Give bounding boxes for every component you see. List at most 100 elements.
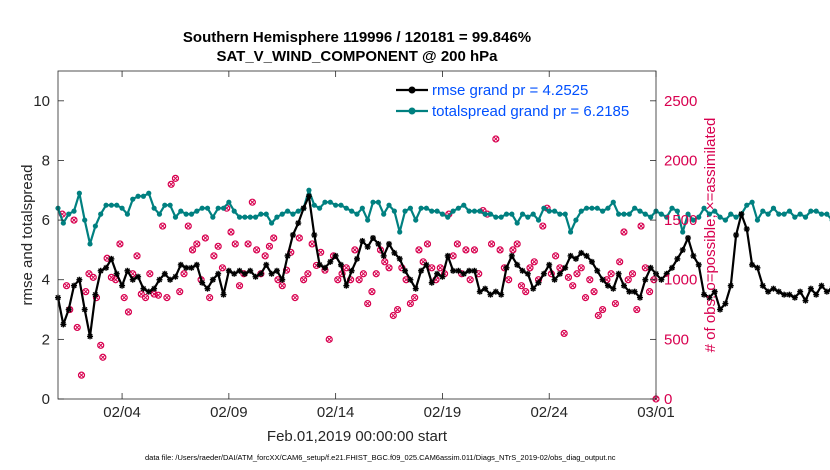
star-stroke [391,250,398,256]
obs-possible-marker [470,246,479,254]
obs-possible-marker [355,276,363,284]
spread-point [616,211,622,217]
star-stroke [690,253,697,259]
y-tick-label: 8 [42,152,50,169]
spread-point [418,205,424,211]
obs-assimilated-marker [625,277,631,283]
rmse-point [380,252,387,259]
star-stroke [615,271,622,277]
rmse-point [343,282,350,289]
star-stroke [375,241,382,247]
rmse-point [482,285,489,292]
rmse-point [722,300,729,307]
spread-point [482,211,488,217]
obs-possible-marker [227,228,235,236]
star-stroke [583,253,590,259]
rmse-point [791,294,798,301]
spread-point [338,202,344,208]
y-tick-label: 6 [42,212,50,229]
rmse-point [124,267,131,274]
obs-assimilated-marker [578,265,584,271]
spread-point [519,211,526,217]
spread-point [124,211,131,217]
obs-possible-marker [509,246,517,254]
obs-count-point [628,270,637,278]
obs-assimilated-marker [540,223,546,229]
obs-count-point [522,288,530,296]
spread-point [290,211,296,217]
obs-possible-marker [633,305,641,314]
footer-datafile: data file: /Users/raeder/DAI/ATM_forcXX/… [145,453,616,462]
obs-possible-marker [120,294,128,302]
obs-count-point [159,222,167,230]
star-stroke [813,291,819,298]
rmse-point [354,255,360,262]
star-stroke [610,285,616,292]
obs-possible-marker [530,258,538,266]
star-stroke [594,268,600,274]
obs-possible-marker [359,270,368,278]
spread-point [306,187,312,193]
spread-point [82,217,88,223]
spread-point [509,211,515,217]
obs-assimilated-marker [266,243,272,249]
obs-possible-marker [624,276,632,284]
obs-possible-marker [270,234,278,242]
obs-possible-marker [411,294,419,302]
star-stroke [530,285,536,292]
obs-count-point [62,282,71,290]
star-stroke [82,306,88,313]
y2-axis-label: # of obs: o=possible; ×=assimilated [702,118,719,353]
obs-count-point [411,294,419,302]
spread-point [327,199,333,205]
spread-point [279,211,285,217]
obs-possible-marker [342,264,350,272]
obs-count-point [154,291,162,299]
obs-possible-marker [253,246,261,254]
obs-assimilated-marker [215,243,221,249]
rmse-point [193,261,200,268]
rmse-point [695,261,702,268]
y-tick-label: 10 [33,93,50,110]
rmse-point [663,270,670,277]
rmse-point [727,282,734,289]
obs-count-point [77,371,86,379]
obs-count-point [188,246,197,254]
spread-point [514,220,520,226]
obs-assimilated-marker [151,291,157,297]
star-stroke [562,265,568,271]
star-stroke [738,211,745,217]
obs-assimilated-marker [608,271,614,277]
star-stroke [332,253,339,259]
star-stroke [567,253,574,259]
obs-assimilated-marker [416,247,422,253]
rmse-point [364,243,371,250]
spread-point [589,205,595,211]
obs-count-point [569,282,577,290]
rmse-point [444,252,451,259]
obs-assimilated-marker [348,277,354,283]
obs-count-point [253,246,261,254]
obs-assimilated-marker [121,295,127,301]
star-stroke [546,262,552,268]
obs-possible-marker [466,276,474,284]
star-stroke [215,271,221,277]
star-stroke [263,262,269,268]
obs-assimilated-marker [600,306,606,313]
obs-assimilated-marker [160,223,166,229]
obs-assimilated-marker [155,292,161,298]
obs-count-point [564,273,573,281]
obs-count-point [214,242,222,250]
star-stroke [290,232,296,238]
rmse-point [492,288,499,295]
rmse-point [97,267,104,274]
rmse-point [733,232,740,238]
obs-assimilated-marker [591,289,597,295]
spread-point [551,208,558,214]
star-stroke [642,277,649,283]
star-stroke [407,277,414,283]
obs-assimilated-marker [634,306,640,313]
obs-count-point [171,174,180,182]
obs-possible-marker [210,252,218,260]
rmse-point [562,264,569,271]
